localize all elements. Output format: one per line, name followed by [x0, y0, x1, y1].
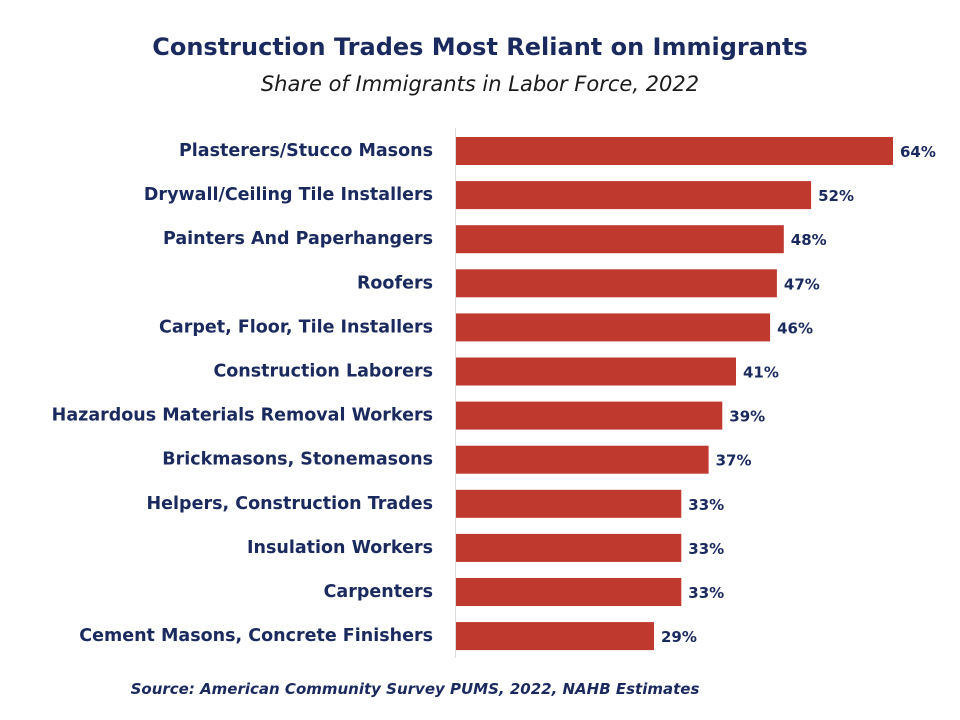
- category-label: Painters And Paperhangers: [163, 229, 433, 249]
- bar: [456, 401, 723, 430]
- value-label: 39%: [729, 408, 765, 426]
- category-label: Plasterers/Stucco Masons: [179, 141, 433, 161]
- bar: [456, 137, 893, 165]
- chart-source: Source: American Community Survey PUMS, …: [130, 680, 700, 698]
- bar: [456, 269, 777, 298]
- bar: [456, 622, 654, 651]
- value-label: 46%: [777, 319, 813, 337]
- value-label: 64%: [900, 143, 936, 161]
- bar: [456, 181, 812, 210]
- bar: [456, 225, 784, 254]
- bar: [456, 533, 682, 562]
- value-label: 33%: [688, 584, 724, 602]
- category-label: Carpenters: [324, 582, 433, 602]
- bar: [456, 357, 736, 386]
- value-label: 48%: [791, 231, 827, 249]
- value-label: 41%: [743, 364, 779, 382]
- category-label: Cement Masons, Concrete Finishers: [79, 626, 433, 646]
- bar: [456, 489, 682, 518]
- category-label: Roofers: [357, 273, 433, 293]
- value-label: 33%: [688, 496, 724, 514]
- category-label: Helpers, Construction Trades: [147, 494, 433, 514]
- value-label: 47%: [784, 275, 820, 293]
- bar: [456, 578, 682, 606]
- value-label: 33%: [688, 540, 724, 558]
- category-label: Drywall/Ceiling Tile Installers: [144, 185, 433, 205]
- category-label: Construction Laborers: [213, 362, 433, 382]
- chart-title: Construction Trades Most Reliant on Immi…: [152, 33, 808, 61]
- category-label: Hazardous Materials Removal Workers: [52, 406, 433, 426]
- category-label: Insulation Workers: [247, 538, 433, 558]
- chart-subtitle: Share of Immigrants in Labor Force, 2022: [260, 72, 700, 96]
- value-label: 37%: [716, 452, 752, 470]
- bar: [456, 313, 771, 342]
- category-label: Brickmasons, Stonemasons: [162, 450, 433, 470]
- category-label: Carpet, Floor, Tile Installers: [159, 317, 433, 337]
- bars-group: Plasterers/Stucco Masons 64% Drywall/Ceili…: [52, 137, 936, 651]
- value-label: 52%: [818, 187, 854, 205]
- value-label: 29%: [661, 628, 697, 646]
- bar: [456, 445, 709, 474]
